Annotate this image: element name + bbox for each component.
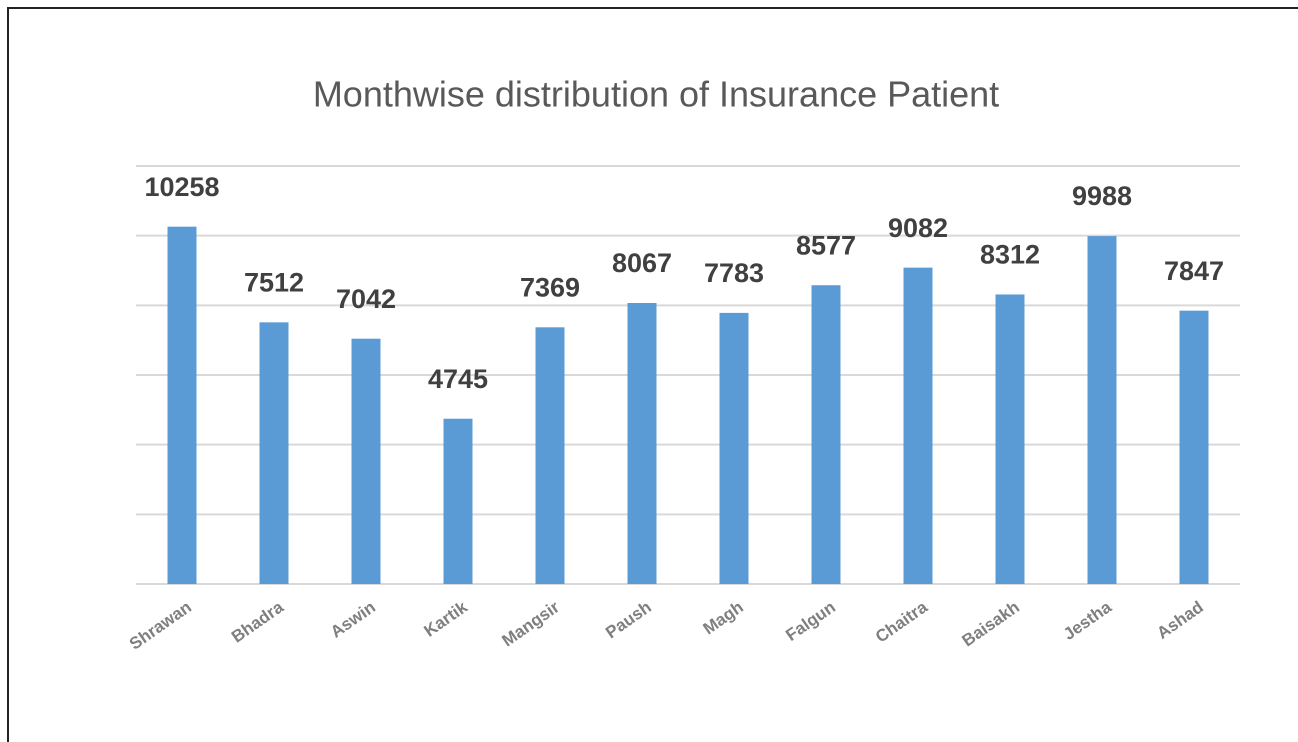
data-label: 8577 bbox=[796, 230, 856, 260]
data-label: 10258 bbox=[144, 172, 219, 202]
bar bbox=[259, 322, 289, 584]
bar bbox=[1087, 236, 1117, 585]
data-label: 7369 bbox=[520, 272, 580, 302]
data-label: 9988 bbox=[1072, 181, 1132, 211]
bar bbox=[351, 338, 381, 584]
data-label: 7512 bbox=[244, 267, 304, 297]
data-label: 9082 bbox=[888, 213, 948, 243]
data-label: 7847 bbox=[1164, 256, 1224, 286]
data-label: 7783 bbox=[704, 258, 764, 288]
bar bbox=[1179, 310, 1209, 584]
data-label: 8067 bbox=[612, 248, 672, 278]
bar bbox=[627, 302, 657, 584]
data-label: 4745 bbox=[428, 364, 488, 394]
bar bbox=[167, 226, 197, 584]
data-label: 7042 bbox=[336, 284, 396, 314]
data-label: 8312 bbox=[980, 240, 1040, 270]
chart-title: Monthwise distribution of Insurance Pati… bbox=[313, 74, 999, 115]
bar bbox=[995, 294, 1025, 584]
bar bbox=[719, 312, 749, 584]
bar bbox=[535, 327, 565, 584]
bar bbox=[903, 267, 933, 584]
bar bbox=[443, 418, 473, 584]
bar bbox=[811, 285, 841, 584]
